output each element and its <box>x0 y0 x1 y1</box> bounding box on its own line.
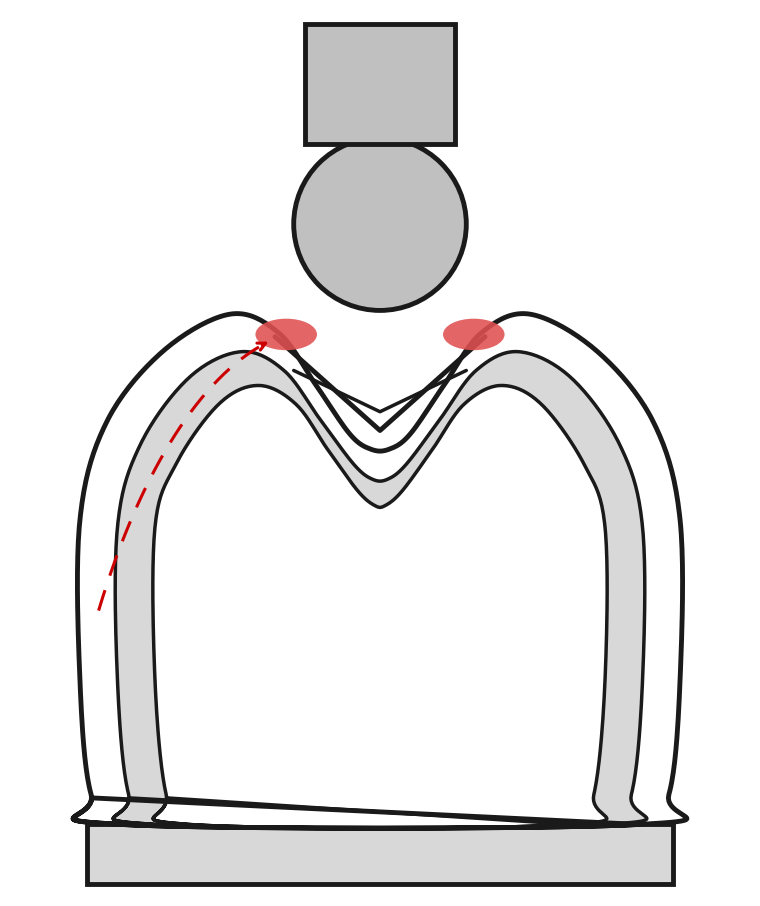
Polygon shape <box>87 824 673 884</box>
Bar <box>305 24 455 144</box>
Ellipse shape <box>255 319 317 351</box>
Ellipse shape <box>443 319 505 351</box>
Polygon shape <box>113 352 647 828</box>
Circle shape <box>293 138 467 311</box>
Polygon shape <box>153 385 607 828</box>
Polygon shape <box>73 313 687 828</box>
